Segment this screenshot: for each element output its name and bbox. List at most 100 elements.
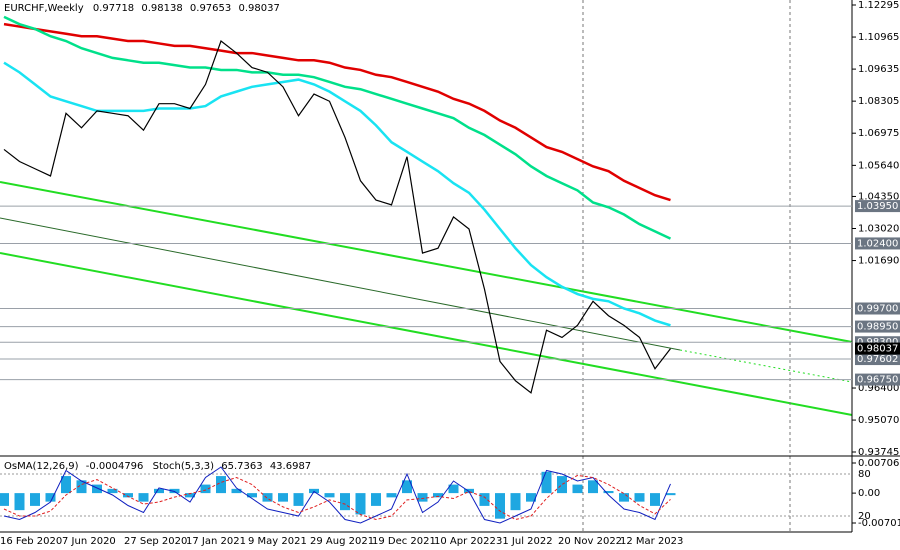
osma-bar bbox=[262, 493, 273, 502]
osma-bar bbox=[402, 480, 412, 494]
osma-bar bbox=[278, 493, 288, 502]
osma-bar bbox=[154, 488, 164, 494]
osma-name: OsMA(12,26,9) bbox=[4, 461, 79, 472]
osma-bar bbox=[495, 493, 505, 519]
series-line bbox=[3, 15, 672, 240]
y-tick-label: 1.05640 bbox=[858, 160, 899, 171]
trend-line bbox=[0, 252, 853, 416]
osma-bar bbox=[665, 493, 676, 496]
y-tick-label: 1.08305 bbox=[858, 96, 899, 107]
high: 0.98138 bbox=[141, 3, 182, 14]
osma-bar bbox=[30, 493, 40, 506]
trend-line bbox=[679, 349, 853, 383]
y-tick-label: 0.95070 bbox=[858, 415, 899, 426]
x-tick-label: 27 Sep 2020 bbox=[124, 536, 187, 547]
indicator-line bbox=[3, 466, 671, 524]
level-box bbox=[855, 302, 900, 315]
y-tick-label: 1.06975 bbox=[858, 128, 899, 139]
x-tick-label: 20 Nov 2022 bbox=[558, 536, 622, 547]
osma-bar bbox=[650, 493, 660, 506]
x-tick-label: 7 Jun 2020 bbox=[62, 536, 116, 547]
osma-bar bbox=[76, 480, 87, 494]
y-tick-label: 1.10965 bbox=[858, 32, 899, 43]
level-label: 0.97602 bbox=[857, 354, 898, 365]
stoch-signal-value: 43.6987 bbox=[270, 461, 311, 472]
x-tick-label: 12 Mar 2023 bbox=[620, 536, 683, 547]
trend-line bbox=[0, 217, 681, 351]
y-tick-label: 0.00 bbox=[858, 488, 880, 499]
osma-bar bbox=[510, 493, 521, 511]
osma-bar bbox=[123, 493, 133, 498]
x-tick-label: 31 Jul 2022 bbox=[496, 536, 553, 547]
x-tick-label: 29 Aug 2021 bbox=[310, 536, 374, 547]
x-tick-label: 19 Dec 2021 bbox=[372, 536, 436, 547]
low: 0.97653 bbox=[190, 3, 231, 14]
trend-line bbox=[0, 181, 853, 343]
osma-bar bbox=[355, 493, 366, 515]
osma-bar bbox=[386, 493, 397, 498]
y-tick-label: -0.0070124 bbox=[858, 518, 900, 529]
level-label: 1.02400 bbox=[857, 238, 898, 249]
osma-bar bbox=[247, 493, 257, 498]
osma-bar bbox=[107, 488, 118, 494]
y2-tick-label: 80 bbox=[858, 469, 871, 480]
osma-bar bbox=[526, 493, 536, 502]
osma-bar bbox=[138, 493, 149, 502]
osma-bar bbox=[619, 493, 629, 502]
osma-bar bbox=[231, 488, 242, 494]
x-tick-label: 16 Feb 2020 bbox=[0, 536, 62, 547]
y-tick-label: 0.0070668 bbox=[858, 458, 900, 469]
series-line bbox=[3, 61, 671, 327]
osma-bar bbox=[14, 493, 25, 511]
osma-bar bbox=[371, 493, 381, 506]
osma-bar bbox=[541, 471, 552, 494]
osma-bar bbox=[603, 490, 614, 494]
indicator-line bbox=[3, 474, 671, 521]
osma-bar bbox=[216, 476, 226, 494]
osma-bar bbox=[200, 484, 211, 494]
level-label: 0.99700 bbox=[857, 304, 898, 315]
osma-bar bbox=[417, 493, 428, 502]
x-tick-label: 9 May 2021 bbox=[248, 536, 307, 547]
osma-bar bbox=[92, 484, 102, 494]
osma-bar bbox=[557, 476, 567, 494]
indicator-header: OsMA(12,26,9) -0.0004796 Stoch(5,3,3) 65… bbox=[4, 461, 311, 472]
y-tick-label: 1.04350 bbox=[858, 191, 899, 202]
osma-bar bbox=[433, 493, 443, 498]
osma-bar bbox=[634, 493, 645, 502]
osma-bar bbox=[448, 484, 459, 494]
chart-header: EURCHF,Weekly 0.97718 0.98138 0.97653 0.… bbox=[4, 3, 280, 14]
osma-bar bbox=[572, 484, 583, 494]
close: 0.98037 bbox=[238, 3, 279, 14]
level-box bbox=[855, 200, 900, 213]
level-box bbox=[855, 320, 900, 333]
y-tick-label: 0.96400 bbox=[858, 383, 899, 394]
price-box bbox=[855, 342, 900, 355]
osma-value: -0.0004796 bbox=[86, 461, 144, 472]
level-box bbox=[855, 237, 900, 250]
y-tick-label: 1.12295 bbox=[858, 0, 899, 11]
x-tick-label: 10 Apr 2022 bbox=[434, 536, 496, 547]
y-tick-label: 1.03020 bbox=[858, 224, 899, 235]
x-tick-label: 17 Jan 2021 bbox=[186, 536, 246, 547]
osma-bar bbox=[340, 493, 350, 511]
series-line bbox=[3, 22, 671, 202]
osma-bar bbox=[293, 493, 304, 506]
osma-bar bbox=[169, 488, 180, 494]
osma-bar bbox=[0, 493, 9, 506]
symbol: EURCHF,Weekly bbox=[4, 3, 84, 14]
level-label: 0.98950 bbox=[857, 322, 898, 333]
osma-bar bbox=[479, 493, 490, 506]
osma-bar bbox=[61, 476, 71, 494]
stoch-name: Stoch(5,3,3) bbox=[153, 461, 215, 472]
y2-tick-label: 20 bbox=[858, 511, 871, 522]
osma-bar bbox=[588, 480, 598, 494]
series-line bbox=[3, 40, 671, 394]
level-box bbox=[855, 373, 900, 386]
osma-bar bbox=[45, 493, 56, 502]
y-tick-label: 1.01690 bbox=[858, 256, 899, 267]
stoch-value: 65.7363 bbox=[221, 461, 262, 472]
y-tick-label: 0.93745 bbox=[858, 447, 899, 458]
level-box bbox=[855, 353, 900, 366]
